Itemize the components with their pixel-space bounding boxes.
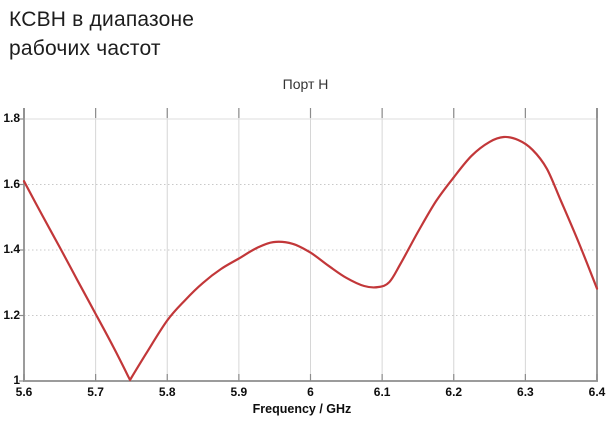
y-tick-label: 1.6 bbox=[3, 176, 20, 191]
x-tick-label: 6.4 bbox=[588, 385, 606, 399]
vswr-curve bbox=[22, 135, 599, 382]
y-tick-label: 1.2 bbox=[3, 307, 20, 322]
y-tick-label: 1 bbox=[13, 373, 20, 387]
y-tick-label: 1.4 bbox=[3, 242, 20, 256]
x-tick-label: 5.7 bbox=[87, 385, 104, 399]
page-title: КСВН в диапазоне рабочих частот bbox=[9, 8, 195, 60]
x-tick-label: 6.1 bbox=[373, 385, 391, 399]
chart-title: Порт Н bbox=[282, 76, 329, 92]
x-tick-label: 6 bbox=[307, 385, 314, 399]
x-tick-label: 5.8 bbox=[158, 385, 176, 399]
x-axis-label: Frequency / GHz bbox=[252, 402, 352, 416]
x-tick-label: 6.3 bbox=[517, 385, 534, 399]
y-tick-label: 1.8 bbox=[3, 111, 20, 125]
x-tick-label: 5.6 bbox=[15, 385, 33, 399]
x-tick-label: 5.9 bbox=[230, 385, 248, 399]
x-tick-label: 6.2 bbox=[445, 385, 463, 399]
